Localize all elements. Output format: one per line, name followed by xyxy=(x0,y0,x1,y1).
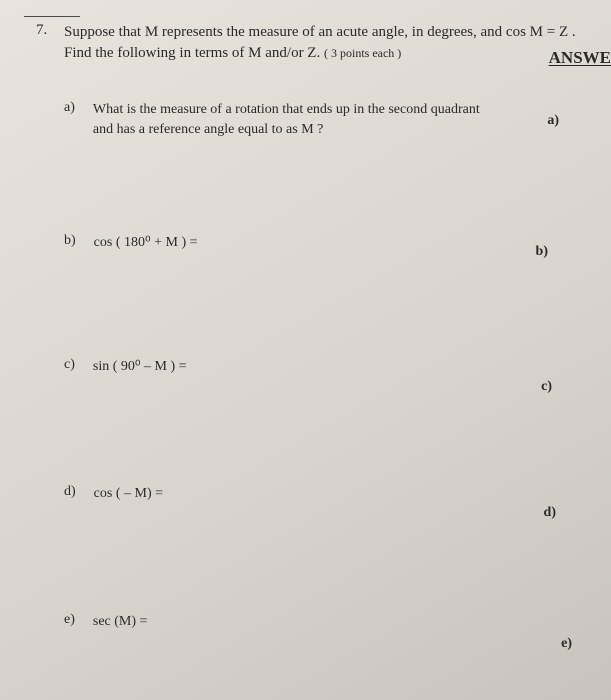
part-b: b) cos ( 180⁰ + M ) = xyxy=(36,233,583,253)
part-c-letter: c) xyxy=(64,357,75,373)
part-d-letter: d) xyxy=(64,484,76,500)
question-line2: Find the following in terms of M and/or … xyxy=(64,45,320,61)
points-note: ( 3 points each ) xyxy=(324,46,401,60)
part-a-text: What is the measure of a rotation that e… xyxy=(93,100,493,139)
answer-d-label: d) xyxy=(544,505,556,521)
page-container: 7. Suppose that M represents the measure… xyxy=(0,0,611,700)
question-text: Suppose that M represents the measure of… xyxy=(64,22,583,64)
part-b-letter: b) xyxy=(64,233,76,249)
part-e-text: sec (M) = xyxy=(93,612,148,632)
part-e: e) sec (M) = xyxy=(36,612,583,632)
question-number: 7. xyxy=(36,22,52,39)
part-e-letter: e) xyxy=(64,612,75,628)
part-d: d) cos ( – M) = xyxy=(36,484,583,504)
question-line1: Suppose that M represents the measure of… xyxy=(64,24,576,40)
answer-b-label: b) xyxy=(536,244,548,260)
part-a: a) What is the measure of a rotation tha… xyxy=(36,100,583,139)
part-c: c) sin ( 90⁰ – M ) = xyxy=(36,357,583,377)
part-a-letter: a) xyxy=(64,100,75,116)
answer-e-label: e) xyxy=(561,636,572,652)
part-d-text: cos ( – M) = xyxy=(94,484,163,504)
part-b-text: cos ( 180⁰ + M ) = xyxy=(94,233,198,253)
answer-c-label: c) xyxy=(541,379,552,395)
question-header: 7. Suppose that M represents the measure… xyxy=(36,22,583,64)
answer-a-label: a) xyxy=(547,113,559,129)
answer-heading: ANSWE xyxy=(549,48,611,68)
part-c-text: sin ( 90⁰ – M ) = xyxy=(93,357,187,377)
